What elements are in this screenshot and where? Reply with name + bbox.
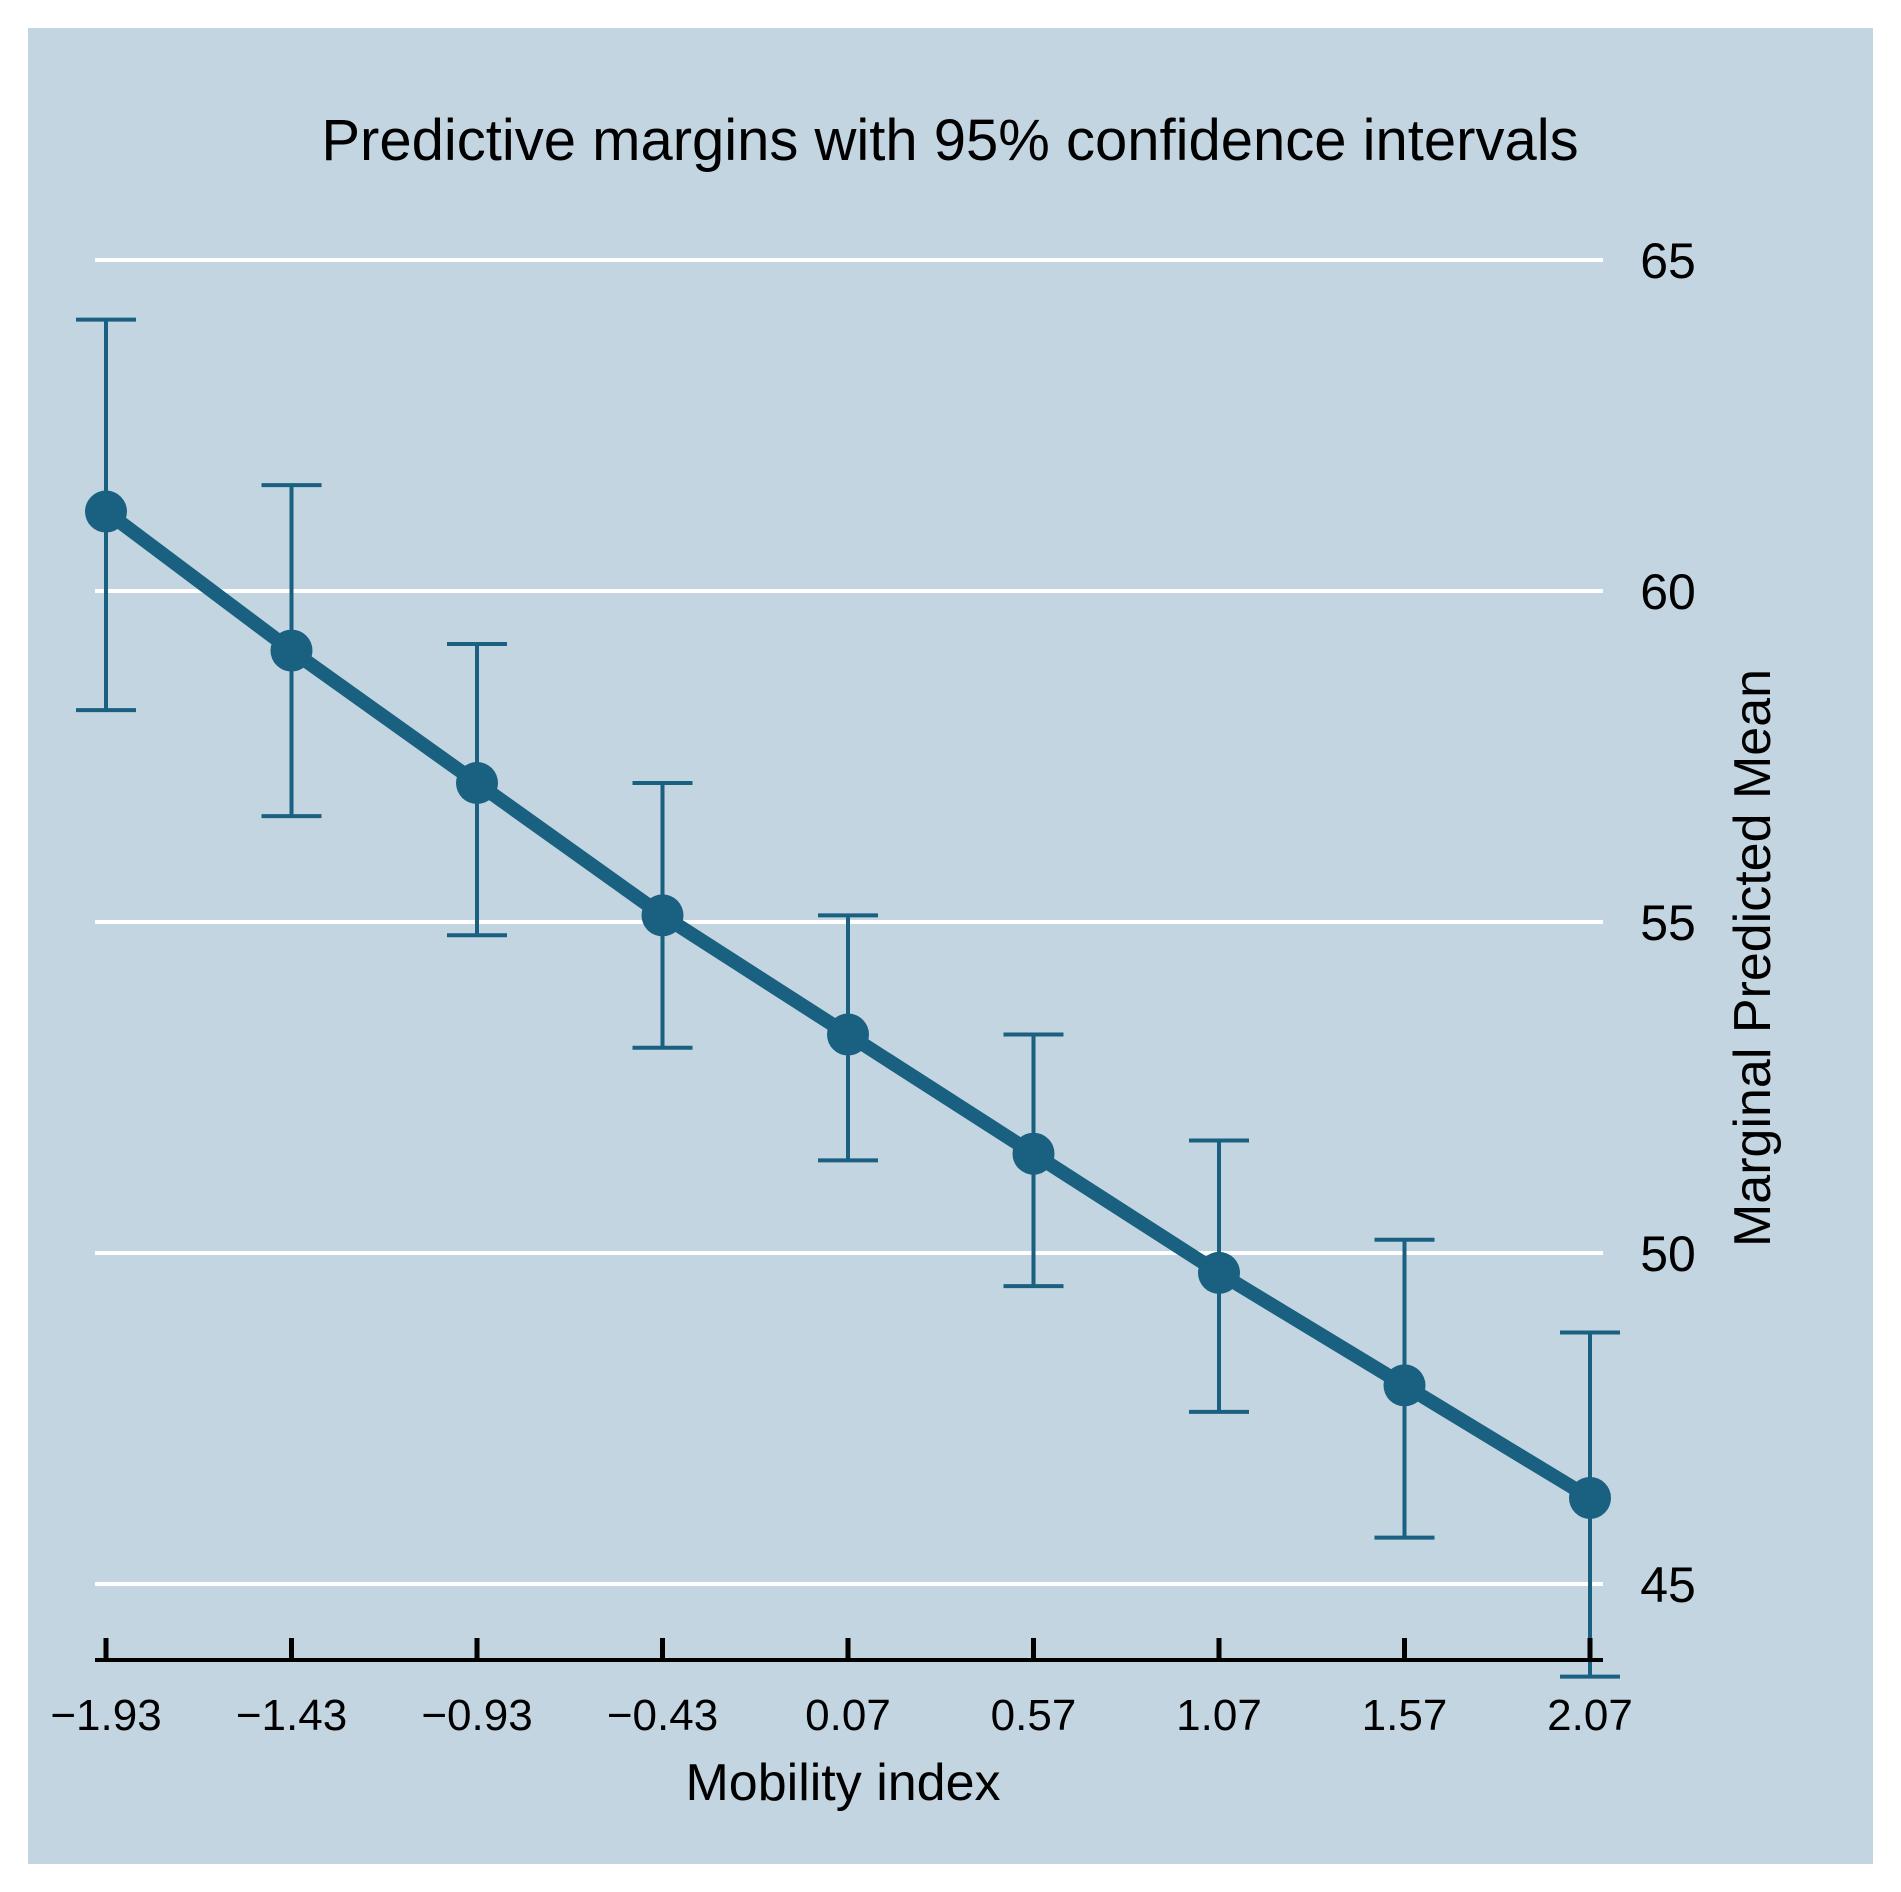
x-axis-label: Mobility index (685, 1754, 1000, 1812)
x-tick-label: −0.93 (421, 1691, 532, 1740)
x-tick-label: 1.57 (1362, 1691, 1448, 1740)
data-point (827, 1013, 869, 1056)
x-tick-label: −1.43 (236, 1691, 347, 1740)
data-points (85, 490, 1611, 1519)
x-tick-label: 2.07 (1547, 1691, 1633, 1740)
x-tick-label: 0.57 (991, 1691, 1077, 1740)
x-axis: −1.93 −1.43 −0.93 −0.43 0.07 0.57 1.07 1.57 2.07 (50, 1638, 1633, 1740)
data-point (1569, 1476, 1611, 1519)
chart-title: Predictive margins with 95% confidence i… (321, 108, 1578, 173)
data-point (1012, 1132, 1055, 1175)
y-tick-label: 60 (1640, 564, 1696, 620)
data-point (1383, 1364, 1426, 1407)
y-tick-label: 50 (1640, 1226, 1696, 1282)
y-tick-label: 55 (1640, 895, 1696, 951)
y-tick-label: 45 (1640, 1557, 1696, 1613)
x-tick-label: −0.43 (607, 1691, 718, 1740)
y-tick-label: 65 (1640, 233, 1696, 289)
x-tick-label: 1.07 (1176, 1691, 1262, 1740)
data-point (270, 629, 313, 672)
data-point (1198, 1251, 1240, 1294)
x-tick-label: 0.07 (805, 1691, 891, 1740)
data-point (456, 761, 498, 804)
data-point (641, 894, 684, 937)
data-point (85, 490, 127, 533)
x-tick-label: −1.93 (50, 1691, 161, 1740)
y-axis-tick-labels: 45 50 55 60 65 (1640, 233, 1696, 1613)
y-axis-label: Marginal Predicted Mean (1724, 669, 1782, 1247)
chart-background (28, 28, 1873, 1864)
